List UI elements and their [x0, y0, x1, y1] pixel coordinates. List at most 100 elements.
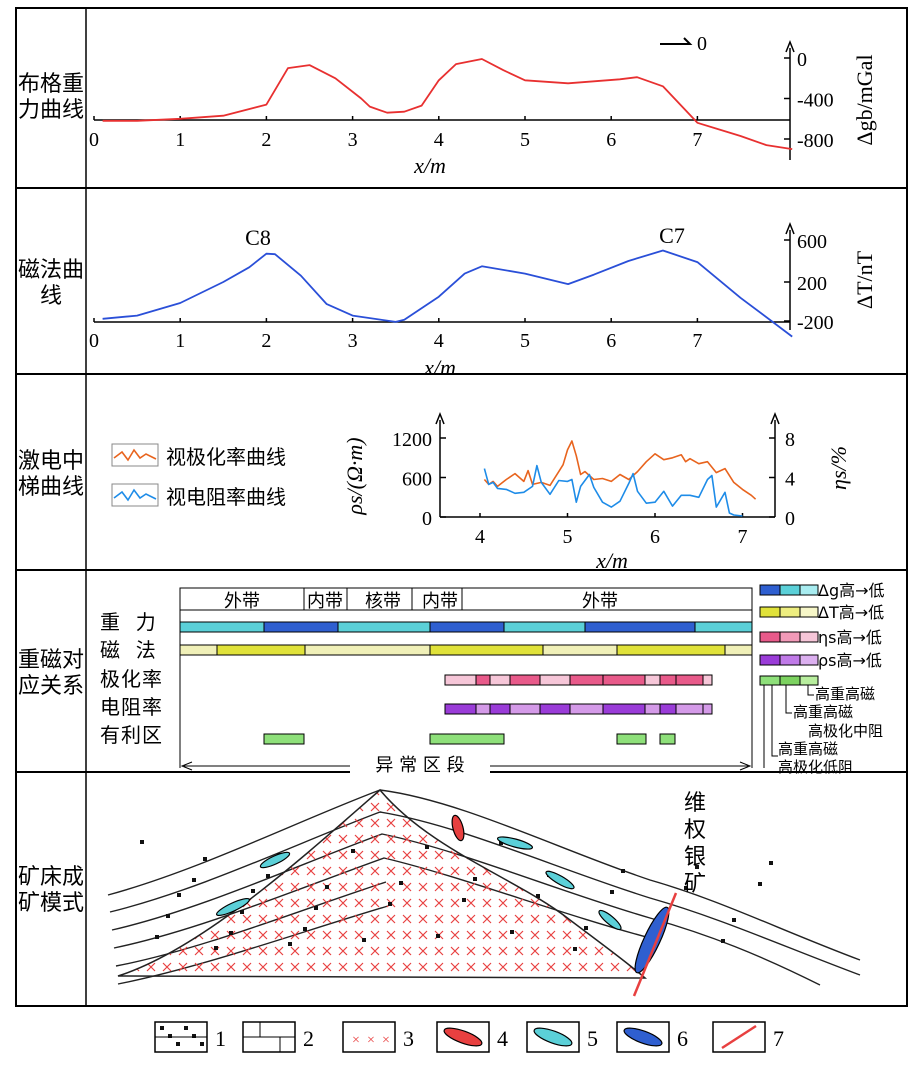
- polarizability-curve: [483, 440, 757, 500]
- label-gravity: 布格重力曲线: [17, 72, 84, 123]
- legend-swatch: [799, 631, 819, 643]
- legend-swatch: [779, 631, 801, 643]
- strata-dot: [732, 918, 736, 922]
- strata-dot: [536, 894, 540, 898]
- row-polar: 极化率: [100, 667, 163, 691]
- legend-swatch: [759, 654, 781, 666]
- legend-swatch: [779, 654, 801, 666]
- gravity-bar-seg: [179, 621, 265, 633]
- zone-label: 核带: [365, 591, 401, 612]
- resist-bar-seg: [602, 703, 646, 715]
- polar-bar-seg: [489, 674, 511, 686]
- legend-box: [342, 1021, 396, 1053]
- ip-right-label: ηs/%: [826, 446, 851, 490]
- legend-dot: [184, 1026, 188, 1030]
- note-leader: [785, 685, 792, 714]
- ip-right-tick-label: 0: [785, 508, 795, 530]
- vein-label-char: 权: [684, 818, 706, 843]
- strata-dot: [610, 890, 614, 894]
- ore-lens-cyan: [545, 870, 575, 890]
- vein-label-char: 矿: [684, 872, 706, 897]
- ip-right-tick-label: 8: [785, 429, 795, 451]
- ip-x-label: x/m: [595, 548, 628, 573]
- polar-bar-seg: [602, 674, 646, 686]
- row-favorable: 有利区: [100, 723, 163, 747]
- resist-bar-seg: [659, 703, 677, 715]
- legend-x: ×: [367, 1033, 375, 1048]
- strata-dot: [229, 931, 233, 935]
- magnetic-x-tick-label: 4: [434, 330, 444, 352]
- ip-right-axis-head: [770, 411, 780, 425]
- polar-bar-seg: [659, 674, 677, 686]
- label-magnetic: 磁法曲线: [17, 258, 84, 309]
- strata-dot: [303, 927, 307, 931]
- strata-dot: [314, 906, 318, 910]
- polar-bar-seg: [444, 674, 477, 686]
- polar-bar-seg: [702, 674, 713, 686]
- magnetic-bar-seg: [542, 644, 618, 656]
- strata-dot: [462, 898, 466, 902]
- resist-bar-seg: [569, 703, 604, 715]
- legend-dot: [168, 1034, 172, 1038]
- legend-cyan-lens: [533, 1027, 573, 1047]
- ip-left-axis-head: [435, 411, 445, 425]
- magnetic-bar-seg: [429, 644, 544, 656]
- legend-swatch: [799, 584, 819, 596]
- gravity-bar-seg: [694, 621, 753, 633]
- ip-right-tick-label: 4: [785, 469, 795, 491]
- magnetic-y-tick-label: 600: [797, 231, 827, 253]
- ore-lens-cyan: [215, 897, 251, 917]
- strata-dot: [684, 886, 688, 890]
- legend-blue-lens: [623, 1027, 663, 1047]
- resist-bar-seg: [444, 703, 477, 715]
- strata-dot: [621, 869, 625, 873]
- vein-label-char: 维: [684, 791, 706, 816]
- zone-label: 外带: [582, 591, 618, 612]
- peak-label-c7: C7: [659, 223, 685, 248]
- label-relation: 重磁对应关系: [17, 648, 84, 699]
- strata-dot: [166, 914, 170, 918]
- gravity-x-tick-label: 4: [434, 129, 444, 151]
- magnetic-x-tick-label: 1: [175, 330, 185, 352]
- legend-swatch: [759, 584, 781, 596]
- note-text: 高重高磁: [793, 703, 853, 721]
- note-leader: [807, 685, 814, 696]
- polar-bar-seg: [475, 674, 491, 686]
- legend-swatch: [779, 606, 801, 618]
- anomaly-arrow-right: [739, 761, 752, 771]
- gravity-y-tick-label: -400: [797, 90, 834, 112]
- gravity-x-tick-label: 3: [348, 129, 358, 151]
- ip-left-tick-label: 1200: [392, 429, 432, 451]
- polar-bar-seg: [539, 674, 571, 686]
- gravity-x-tick-label: 5: [520, 129, 530, 151]
- legend-swatch: [759, 606, 781, 618]
- note-leader: [771, 685, 778, 757]
- strata-line: [107, 789, 861, 961]
- legend-swatch: [799, 654, 819, 666]
- strata-dot: [140, 840, 144, 844]
- label-model: 矿床成矿模式: [17, 865, 84, 916]
- magnetic-y-axis-head: [785, 221, 795, 235]
- zone-bar: [179, 587, 753, 611]
- polar-bar-seg: [644, 674, 661, 686]
- legend-text: ΔT高→低: [818, 603, 884, 622]
- zone-label: 内带: [422, 591, 458, 612]
- favorable-bar-seg: [429, 733, 505, 745]
- zone-label: 外带: [224, 591, 260, 612]
- gravity-y-axis-head: [785, 39, 795, 53]
- gravity-zero-arrow: [660, 37, 693, 45]
- legend-swatch: [759, 631, 781, 643]
- ip-legend-box: [111, 483, 159, 507]
- row-magnetic: 磁 法: [100, 638, 157, 662]
- strata-dot: [388, 902, 392, 906]
- outer-frame: [15, 7, 908, 1007]
- note-text: 高重高磁: [815, 685, 875, 703]
- legend-fault: [721, 1024, 757, 1050]
- legend-dot: [176, 1042, 180, 1046]
- magnetic-y-label: ΔT/nT: [852, 250, 877, 309]
- gravity-bar-seg: [429, 621, 505, 633]
- legend-number: 6: [677, 1026, 688, 1051]
- polar-bar-seg: [675, 674, 704, 686]
- resist-bar-seg: [702, 703, 713, 715]
